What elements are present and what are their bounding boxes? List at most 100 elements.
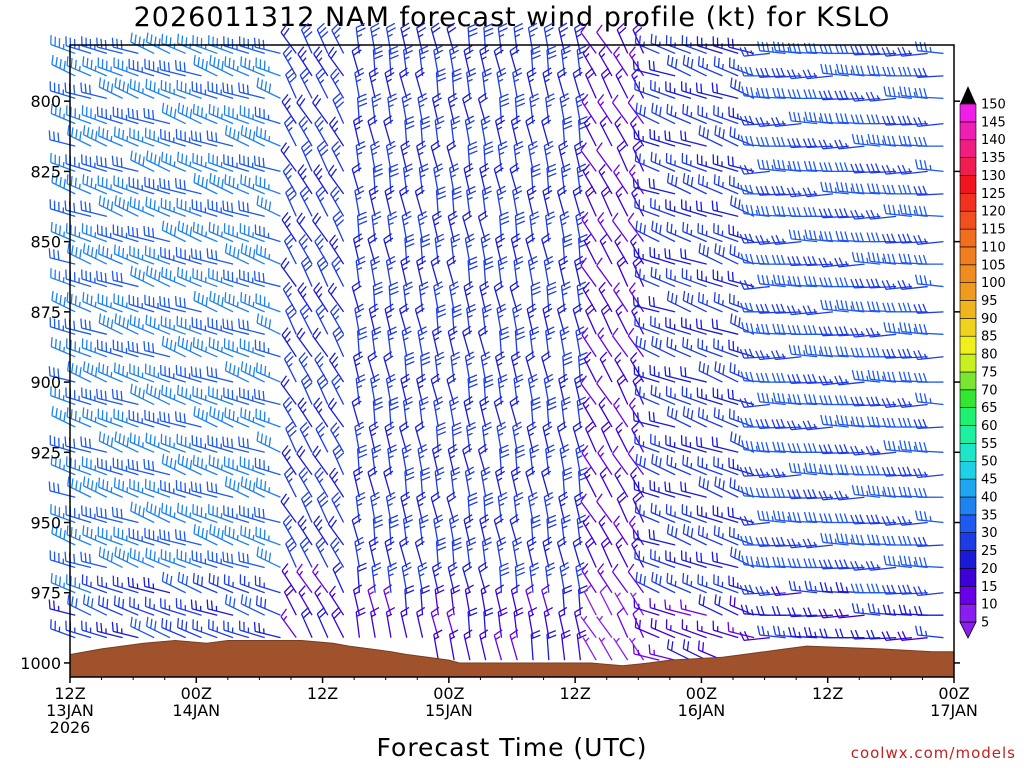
barb-flag-full (205, 412, 208, 422)
wind-barb (315, 303, 329, 335)
barb-flag-full (299, 185, 308, 194)
wind-barb (479, 396, 490, 428)
wind-barb (238, 36, 265, 55)
barb-flag-full (419, 167, 429, 174)
barb-flag-half (481, 591, 487, 595)
wind-barb (207, 199, 234, 217)
barb-flag-full (238, 200, 241, 211)
wind-barb (599, 351, 613, 383)
barb-flag-half (268, 136, 271, 142)
barb-flag-full (355, 541, 365, 547)
wind-barb (562, 351, 573, 383)
barb-flag-full (467, 23, 478, 29)
barb-flag-full (563, 476, 573, 481)
barb-flag-full (285, 303, 294, 312)
barb-flag-full (167, 180, 170, 190)
barb-flag-half (578, 174, 584, 178)
barb-flag-full (634, 502, 637, 513)
barb-flag-half (94, 65, 97, 72)
barb-flag-full (634, 33, 637, 44)
barb-flag-half (372, 222, 379, 226)
wind-barb (401, 326, 412, 357)
barb-flag-full (301, 491, 309, 500)
barb-flag-full (618, 26, 627, 35)
barb-flag-full (255, 595, 258, 606)
barb-flag-full (206, 248, 209, 258)
barb-flag-full (264, 129, 267, 140)
barb-flag-full (599, 233, 608, 242)
barb-flag-full (371, 145, 381, 151)
barb-flag-full (616, 22, 625, 31)
barb-flag-full (356, 496, 366, 502)
barb-flag-full (385, 71, 395, 78)
barb-flag-full (446, 606, 456, 614)
barb-flag-full (403, 45, 413, 51)
wind-barb (632, 255, 645, 287)
barb-flag-full (96, 270, 99, 281)
wind-barb (615, 421, 629, 453)
wind-barb (328, 116, 345, 147)
barb-flag-full (450, 167, 460, 174)
barb-flag-full (181, 455, 185, 466)
barb-flag-full (240, 56, 243, 66)
barb-flag-full (452, 68, 462, 74)
barb-flag-full (467, 190, 477, 196)
wind-barb (354, 185, 365, 217)
barb-flag-half (63, 464, 65, 470)
barb-flag-full (161, 453, 165, 464)
barb-flag-full (544, 496, 554, 502)
barb-flag-half (467, 432, 473, 436)
barb-flag-full (142, 38, 145, 48)
barb-flag-full (330, 537, 338, 546)
wind-barb (299, 303, 313, 335)
barb-staff (299, 310, 313, 335)
barb-flag-full (209, 173, 212, 183)
barb-flag-half (386, 432, 392, 437)
barb-flag-half (283, 615, 288, 621)
wind-barb (281, 563, 297, 594)
barb-flag-full (498, 611, 508, 617)
barb-flag-full (82, 292, 85, 302)
barb-flag-full (316, 255, 325, 264)
barb-flag-full (117, 246, 121, 256)
wind-barb (402, 281, 413, 312)
barb-flag-full (481, 237, 491, 244)
barb-staff (580, 501, 597, 523)
barb-flag-half (403, 455, 409, 459)
barb-flag-full (284, 97, 292, 107)
wind-barb (331, 23, 345, 54)
barb-flag-full (253, 270, 256, 281)
barb-flag-half (303, 245, 308, 250)
barb-flag-half (126, 371, 129, 378)
barb-flag-full (357, 335, 368, 341)
wind-barb (206, 248, 234, 265)
barb-flag-full (133, 316, 136, 326)
barb-flag-full (482, 426, 492, 432)
barb-flag-full (484, 383, 494, 389)
wind-barb (160, 433, 186, 453)
wind-barb (611, 563, 629, 594)
barb-flag-full (638, 153, 641, 164)
barb-flag-half (94, 301, 97, 308)
barb-flag-full (404, 351, 414, 357)
barb-flag-full (299, 519, 307, 528)
barb-flag-full (314, 449, 322, 458)
wind-barb (207, 435, 234, 453)
barb-flag-half (110, 254, 113, 260)
barb-flag-full (264, 435, 268, 445)
barb-flag-full (86, 363, 90, 373)
barb-flag-full (213, 408, 216, 418)
wind-barb (51, 173, 76, 195)
barb-flag-full (73, 84, 76, 95)
wind-barb (496, 185, 507, 217)
barb-flag-full (55, 292, 58, 303)
barb-flag-full (88, 320, 91, 331)
barb-flag-half (418, 266, 424, 271)
barb-flag-full (315, 303, 324, 312)
wind-barb (356, 562, 367, 593)
barb-flag-full (447, 92, 457, 99)
barb-flag-full (386, 607, 396, 613)
barb-flag-full (468, 496, 478, 502)
barb-staff (128, 116, 155, 125)
wind-barb (446, 491, 457, 523)
